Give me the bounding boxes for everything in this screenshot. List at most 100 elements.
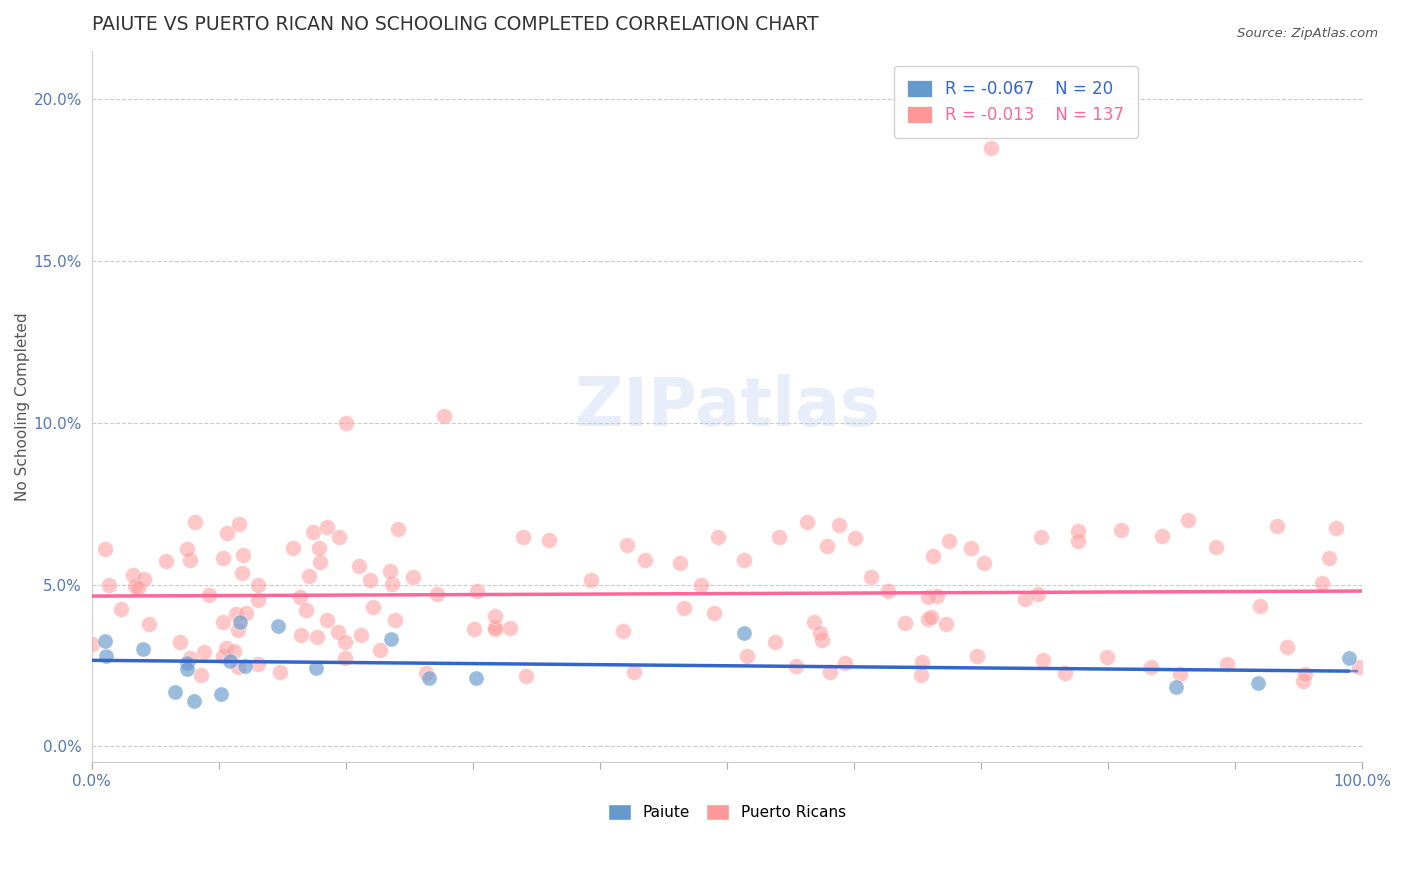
Point — [1111, 523, 1133, 537]
Point — [122, 568, 145, 582]
Point — [127, 581, 149, 595]
Point — [1139, 659, 1161, 673]
Point — [1166, 680, 1188, 694]
Point — [1150, 529, 1173, 543]
Point — [1053, 666, 1076, 681]
Point — [785, 658, 807, 673]
Point — [335, 416, 357, 430]
Point — [328, 530, 350, 544]
Point — [484, 622, 506, 636]
Point — [363, 599, 385, 614]
Point — [82, 637, 104, 651]
Point — [218, 654, 240, 668]
Point — [938, 534, 960, 549]
Point — [179, 650, 201, 665]
Point — [834, 656, 856, 670]
Point — [1317, 551, 1340, 566]
Text: PAIUTE VS PUERTO RICAN NO SCHOOLING COMPLETED CORRELATION CHART: PAIUTE VS PUERTO RICAN NO SCHOOLING COMP… — [91, 15, 818, 34]
Point — [465, 583, 488, 598]
Point — [305, 660, 328, 674]
Point — [980, 141, 1002, 155]
Point — [326, 624, 349, 639]
Point — [894, 616, 917, 631]
Point — [960, 541, 983, 556]
Point — [384, 613, 406, 627]
Point — [484, 609, 506, 624]
Point — [1029, 530, 1052, 544]
Point — [134, 572, 156, 586]
Point — [222, 644, 245, 658]
Point — [811, 632, 834, 647]
Point — [198, 588, 221, 602]
Point — [316, 520, 339, 534]
Point — [796, 515, 818, 529]
Point — [297, 569, 319, 583]
Point — [418, 672, 440, 686]
Point — [1324, 521, 1347, 535]
Point — [225, 607, 247, 621]
Point — [1177, 513, 1199, 527]
Point — [247, 593, 270, 607]
Point — [1275, 640, 1298, 654]
Point — [368, 643, 391, 657]
Point — [124, 578, 146, 592]
Point — [690, 578, 713, 592]
Point — [612, 624, 634, 639]
Point — [579, 573, 602, 587]
Point — [212, 615, 235, 629]
Point — [1067, 533, 1090, 548]
Point — [212, 648, 235, 663]
Legend: Paiute, Puerto Ricans: Paiute, Puerto Ricans — [602, 797, 852, 826]
Point — [176, 542, 198, 557]
Point — [426, 587, 449, 601]
Point — [232, 548, 254, 562]
Point — [920, 610, 942, 624]
Point — [94, 634, 117, 648]
Point — [415, 666, 437, 681]
Point — [228, 517, 250, 532]
Point — [233, 659, 256, 673]
Point — [309, 555, 332, 569]
Point — [231, 566, 253, 580]
Point — [844, 531, 866, 545]
Point — [1294, 666, 1316, 681]
Point — [217, 526, 239, 541]
Point — [707, 530, 730, 544]
Point — [1014, 592, 1036, 607]
Point — [209, 687, 232, 701]
Point — [378, 564, 401, 578]
Point — [267, 618, 290, 632]
Point — [138, 617, 160, 632]
Point — [190, 668, 212, 682]
Point — [927, 589, 949, 603]
Point — [246, 657, 269, 672]
Point — [1205, 540, 1227, 554]
Point — [96, 648, 118, 663]
Point — [333, 651, 356, 665]
Point — [333, 634, 356, 648]
Point — [973, 556, 995, 570]
Text: ZIPatlas: ZIPatlas — [575, 374, 879, 440]
Point — [301, 525, 323, 540]
Point — [876, 584, 898, 599]
Point — [911, 656, 934, 670]
Point — [966, 648, 988, 663]
Point — [1168, 667, 1191, 681]
Point — [1246, 676, 1268, 690]
Point — [381, 577, 404, 591]
Point — [673, 600, 696, 615]
Point — [269, 665, 291, 679]
Point — [1310, 576, 1333, 591]
Point — [184, 515, 207, 529]
Point — [917, 590, 939, 604]
Point — [633, 552, 655, 566]
Point — [179, 553, 201, 567]
Point — [176, 661, 198, 675]
Point — [235, 606, 257, 620]
Point — [935, 616, 957, 631]
Point — [733, 625, 755, 640]
Point — [176, 656, 198, 670]
Point — [515, 669, 537, 683]
Point — [703, 607, 725, 621]
Point — [464, 671, 486, 685]
